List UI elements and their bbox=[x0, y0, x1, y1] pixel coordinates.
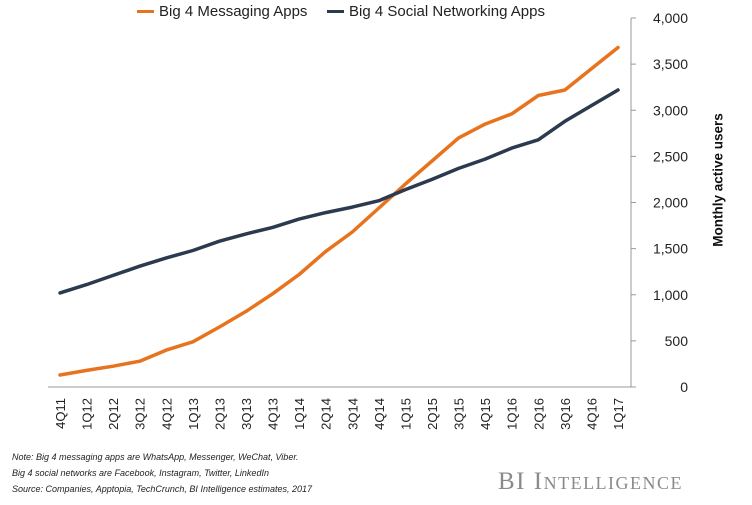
x-tick-label: 1Q17 bbox=[611, 398, 626, 430]
series-line-messaging bbox=[58, 45, 620, 377]
x-tick-label: 4Q12 bbox=[159, 398, 174, 430]
footnotes: Note: Big 4 messaging apps are WhatsApp,… bbox=[12, 449, 312, 497]
x-ticks: 4Q11 1Q12 2Q12 3Q12 4Q12 1Q13 2Q13 3Q13 4Q13 1Q14… bbox=[53, 398, 626, 430]
x-tick-label: 1Q13 bbox=[186, 398, 201, 430]
legend-label-social: Big 4 Social Networking Apps bbox=[349, 3, 545, 20]
x-tick-label: 4Q13 bbox=[266, 398, 281, 430]
x-tick-label: 2Q14 bbox=[319, 398, 334, 430]
series-line-social bbox=[58, 88, 620, 295]
y-tick-label: 500 bbox=[665, 333, 689, 349]
x-tick-label: 3Q13 bbox=[239, 398, 254, 430]
x-tick-label: 3Q16 bbox=[558, 398, 573, 430]
y-tick-label: 4,000 bbox=[653, 10, 688, 26]
note-social-networks: Big 4 social networks are Facebook, Inst… bbox=[12, 468, 269, 478]
legend-swatch-messaging bbox=[137, 10, 154, 13]
x-tick-label: 1Q15 bbox=[398, 398, 413, 430]
x-tick-label: 1Q12 bbox=[80, 398, 95, 430]
y-tick-label: 3,000 bbox=[653, 102, 688, 118]
y-tick-label: 2,500 bbox=[653, 148, 688, 164]
x-tick-label: 1Q14 bbox=[292, 398, 307, 430]
note-source: Source: Companies, Apptopia, TechCrunch,… bbox=[12, 484, 313, 494]
y-tick-label: 0 bbox=[680, 379, 688, 395]
note-messaging-apps: Note: Big 4 messaging apps are WhatsApp,… bbox=[12, 452, 299, 462]
y-tick-label: 1,000 bbox=[653, 287, 688, 303]
x-tick-label: 3Q12 bbox=[133, 398, 148, 430]
series-lines bbox=[58, 45, 620, 377]
y-axis-title: Monthly active users bbox=[710, 113, 726, 247]
x-tick-label: 3Q15 bbox=[452, 398, 467, 430]
y-ticks: 0 500 1,000 1,500 2,000 2,500 3,000 3,500 4,000 bbox=[631, 10, 688, 395]
legend-swatch-social bbox=[327, 10, 344, 13]
x-tick-label: 4Q15 bbox=[478, 398, 493, 430]
legend-item-social: Big 4 Social Networking Apps bbox=[327, 3, 545, 20]
y-tick-label: 2,000 bbox=[653, 195, 688, 211]
y-tick-label: 1,500 bbox=[653, 241, 688, 257]
y-tick-label: 3,500 bbox=[653, 56, 688, 72]
x-tick-label: 2Q15 bbox=[425, 398, 440, 430]
x-tick-label: 2Q16 bbox=[531, 398, 546, 430]
x-tick-label: 1Q16 bbox=[505, 398, 520, 430]
x-tick-label: 2Q13 bbox=[212, 398, 227, 430]
x-tick-label: 4Q16 bbox=[584, 398, 599, 430]
x-tick-label: 2Q12 bbox=[106, 398, 121, 430]
x-tick-label: 4Q11 bbox=[53, 398, 68, 429]
brand-logo: BI Intelligence bbox=[498, 468, 684, 495]
x-tick-label: 4Q14 bbox=[372, 398, 387, 430]
x-tick-label: 3Q14 bbox=[345, 398, 360, 430]
legend-label-messaging: Big 4 Messaging Apps bbox=[159, 3, 308, 20]
legend-item-messaging: Big 4 Messaging Apps bbox=[137, 3, 307, 20]
